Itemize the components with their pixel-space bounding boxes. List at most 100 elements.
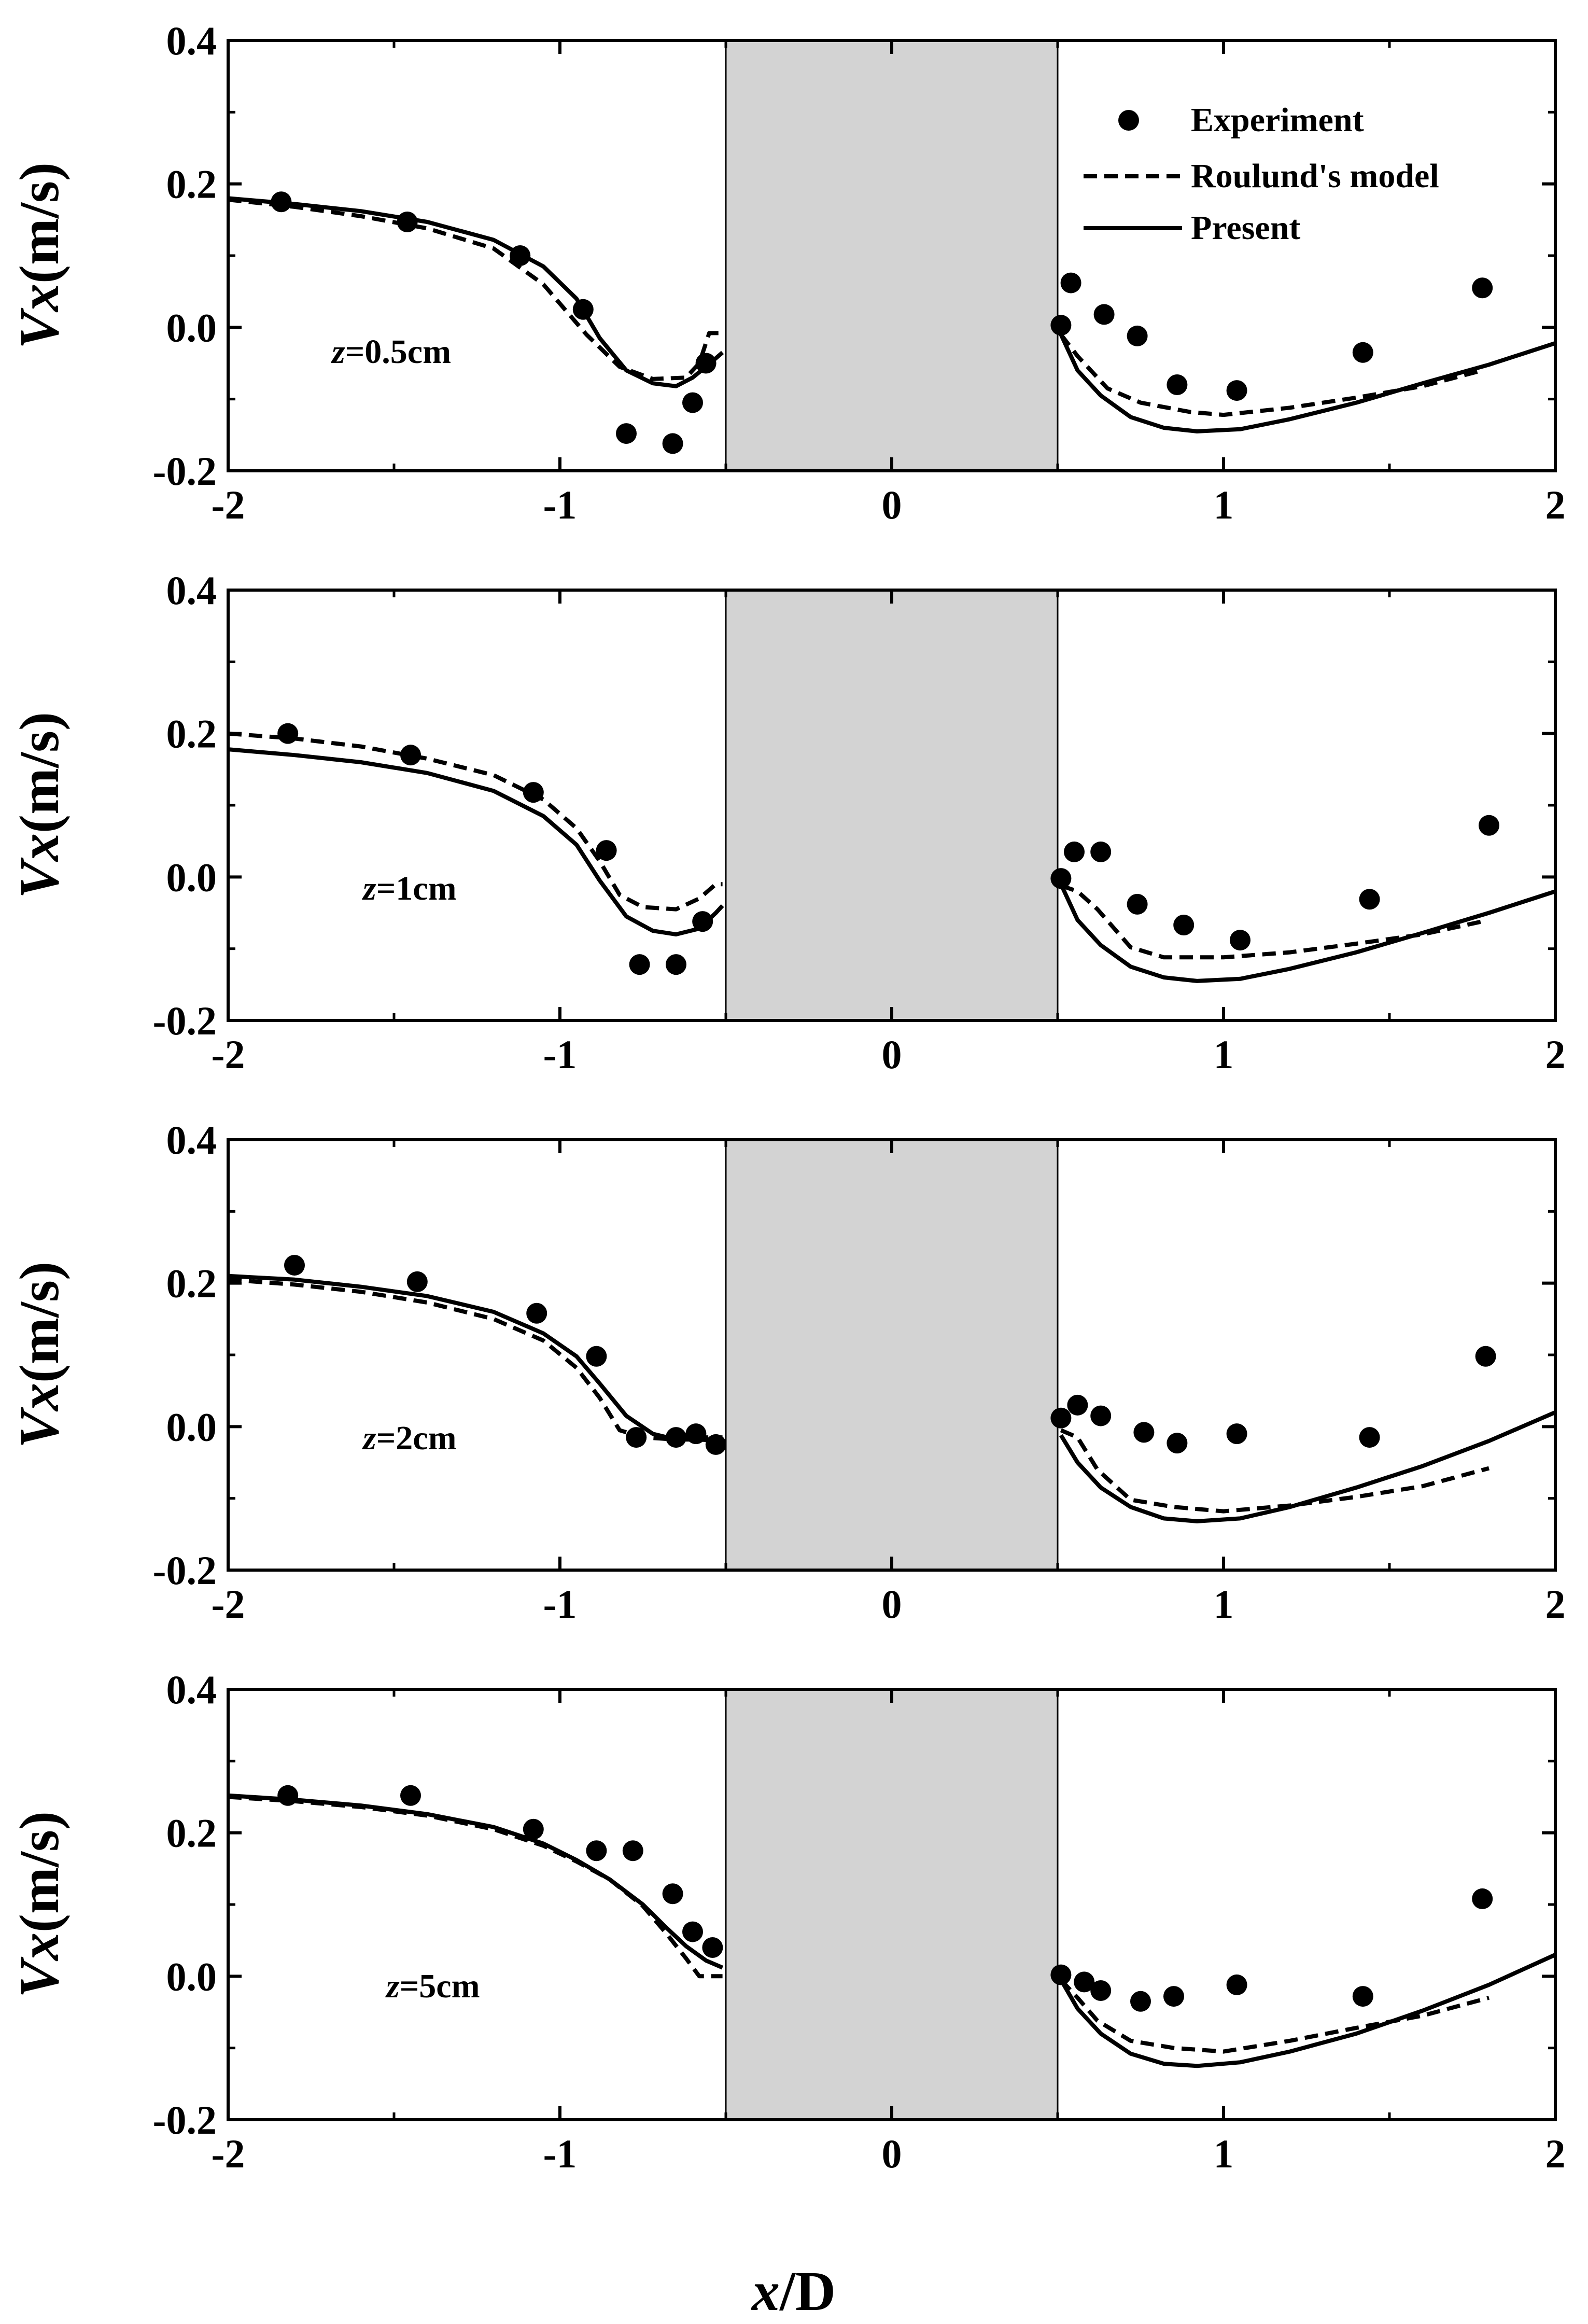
experiment-point [1090,1405,1112,1426]
roulund-line-upstream [228,731,723,912]
legend-experiment-label: Experiment [1191,101,1364,139]
experiment-point [1050,1964,1072,1985]
experiment-point [277,723,299,744]
legend-experiment-marker [1118,110,1139,131]
y-tick-label: 0.0 [166,1954,217,1999]
experiment-point [616,423,637,444]
plot-frame [227,39,1557,472]
panel-1: -2 -1 0 1 2 -0.2 0.0 0.2 0.4 Vx(m/s) z=0.5cm [9,18,1566,527]
experiment-point [400,745,421,766]
experiment-point [1060,272,1081,293]
experiment-point [666,954,686,975]
depth-annotation-italic: z [362,1419,376,1457]
experiment-point [662,433,683,454]
depth-annotation-rest: =5cm [400,1967,480,2005]
depth-annotation-rest: =0.5cm [345,333,451,371]
experiment-point [1167,374,1188,395]
experiment-point [1133,1422,1155,1443]
y-tick-label: 0.4 [166,18,217,63]
y-axis-label-italic: Vx [9,1383,71,1448]
experiment-point [586,1840,607,1861]
experiment-point [1479,815,1499,836]
y-tick-label: 0.2 [166,1261,217,1306]
x-tick-label: -2 [212,482,245,527]
plot-frame [227,589,1557,1022]
experiment-point [523,1818,544,1840]
panels: -2 -1 0 1 2-0.20.00.20.4Vx(m/s)z=0.5cm-2 -1 0 1… [9,18,1566,2176]
legend-roulund-label: Roulund's model [1191,157,1439,195]
experiment-point [1127,325,1148,346]
depth-annotation-italic: z [331,333,345,371]
experiment-point [284,1255,305,1276]
experiment-point [1226,1423,1247,1445]
y-tick-label: 0.4 [166,568,217,613]
plot-frame [227,1138,1557,1572]
experiment-point [1050,315,1072,336]
experiment-point [1475,1346,1496,1367]
y-axis-label-italic: Vx [9,1933,71,1998]
y-tick-label: 0.0 [166,305,217,350]
y-tick-label: 0.0 [166,1404,217,1449]
legend: Experiment Roulund's model Present [1084,101,1439,247]
x-axis-label: x/D [751,2261,836,2322]
x-tick-label: 2 [1545,482,1566,527]
roulund-line-downstream [1060,1428,1490,1514]
present-line-upstream [228,196,724,388]
plot-frame [227,1688,1557,2121]
present-line-upstream [228,1273,723,1443]
pier-region [725,1688,1059,2121]
y-tick-label: 0.2 [166,162,217,207]
x-tick-label: -1 [543,482,577,527]
depth-annotation-rest: =2cm [376,1419,457,1457]
x-tick-label: -1 [543,1032,577,1077]
experiment-point [1093,304,1115,325]
y-tick-label: 0.0 [166,855,217,900]
present-line-downstream [1059,333,1555,433]
y-tick-label: -0.2 [153,1548,217,1593]
x-tick-label: -2 [212,1032,245,1077]
y-tick-label: 0.2 [166,711,217,757]
experiment-point [1359,1427,1380,1448]
y-axis-label-rest: (m/s) [9,1811,71,1933]
x-tick-label: 2 [1545,1581,1566,1627]
y-axis-label-rest: (m/s) [9,712,71,833]
experiment-point [1064,841,1085,862]
legend-present-label: Present [1191,209,1300,247]
experiment-point [1127,893,1148,915]
depth-annotation-italic: z [362,870,376,907]
experiment-point [682,392,703,413]
experiment-point [1472,277,1493,299]
pier-region [725,589,1059,1021]
experiment-point [1472,1888,1493,1909]
experiment-point [406,1271,428,1292]
x-axis-label-rest: /D [779,2261,836,2322]
experiment-point [1090,841,1112,862]
x-tick-label: 1 [1214,482,1234,527]
experiment-point [1050,1407,1072,1429]
y-tick-label: 0.4 [166,1667,217,1712]
experiment-point [1352,342,1373,363]
experiment-point [526,1303,547,1324]
depth-annotation: z=5cm [385,1967,480,2005]
pier-region [725,39,1059,472]
pier-region [725,1139,1059,1571]
present-line-upstream [228,1793,724,1970]
x-tick-label: 0 [882,482,902,527]
experiment-point [1167,1433,1188,1454]
experiment-point [692,911,713,932]
y-axis-label-rest: (m/s) [9,162,71,284]
experiment-point [702,1937,723,1958]
panel-3: -2 -1 0 1 2 -0.2 0.0 0.2 0.4 Vx(m/s) z=2cm [9,1117,1566,1627]
present-line-downstream [1059,1410,1555,1523]
y-axis-label: Vx(m/s) [9,1811,71,1998]
experiment-point [682,1921,703,1942]
x-tick-label: -2 [212,1581,245,1627]
experiment-point [586,1346,607,1367]
roulund-line-upstream [228,198,723,381]
experiment-point [629,954,650,975]
depth-annotation: z=1cm [362,870,457,907]
x-tick-label: -1 [543,1581,577,1627]
experiment-point [1359,889,1380,910]
experiment-point [1173,915,1194,936]
